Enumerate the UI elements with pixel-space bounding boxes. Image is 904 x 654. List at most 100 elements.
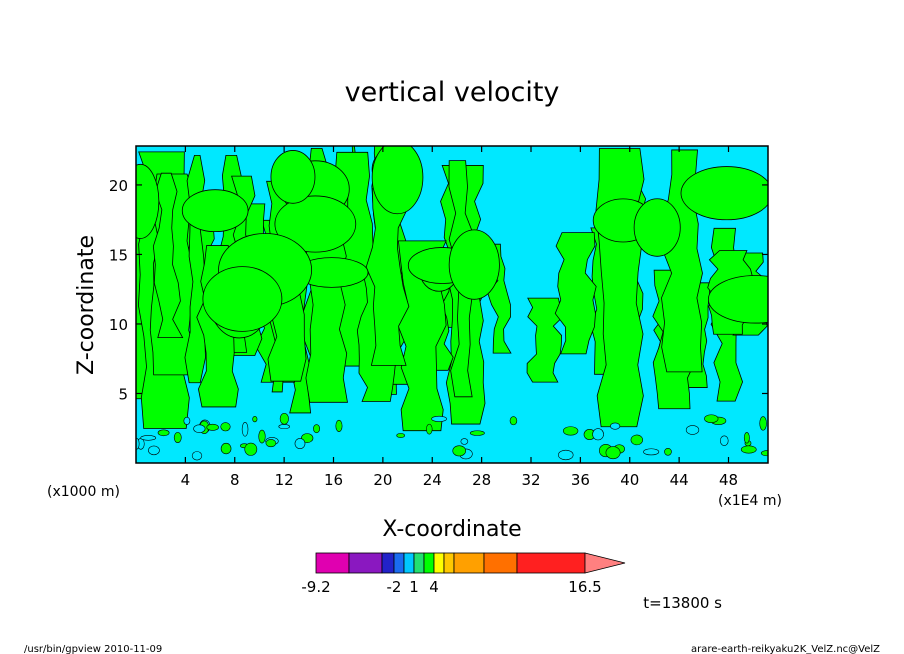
contour-cell <box>148 445 160 456</box>
x-tick-label: 20 <box>373 471 392 489</box>
footer-left: /usr/bin/gpview 2010-11-09 <box>24 644 162 654</box>
colorbar-tick-label: 1 <box>409 578 419 596</box>
contour-region <box>270 150 316 204</box>
y-tick-label: 15 <box>109 246 128 264</box>
contour-cell <box>562 426 579 436</box>
contour-region <box>633 198 681 257</box>
contour-field <box>136 146 768 463</box>
colorbar-segment <box>516 552 586 574</box>
contour-cell <box>720 435 729 446</box>
x-tick-label: 40 <box>620 471 639 489</box>
contour-cell <box>743 432 750 444</box>
time-label: t=13800 s <box>643 594 722 612</box>
colorbar-arrow <box>584 552 626 574</box>
y-unit-label: (x1000 m) <box>47 484 120 500</box>
contour-cell <box>279 412 289 425</box>
colorbar-tick-label: -9.2 <box>301 578 330 596</box>
y-tick-label: 5 <box>118 385 128 403</box>
contour-cell <box>220 442 232 455</box>
x-tick-label: 12 <box>275 471 294 489</box>
contour-region <box>202 266 283 332</box>
colorbar-segment <box>381 552 395 574</box>
x-tick-label: 16 <box>324 471 343 489</box>
contour-cell <box>140 435 157 441</box>
colorbar-tick-label: 4 <box>429 578 439 596</box>
contour-region <box>136 163 160 239</box>
y-axis-label: Z-coordinate <box>74 235 99 375</box>
colorbar-tick-label: -2 <box>387 578 402 596</box>
contour-region <box>371 146 424 215</box>
colorbar-segment <box>433 552 445 574</box>
colorbar <box>315 552 626 574</box>
footer-right: arare-earth-reikyaku2K_VelZ.nc@VelZ <box>691 644 880 654</box>
contour-cell <box>558 449 574 461</box>
contour-cell <box>740 445 757 454</box>
contour-cell <box>206 423 219 431</box>
colorbar-tick-label: 16.5 <box>568 578 601 596</box>
contour-cell <box>664 447 672 456</box>
contour-region <box>707 275 768 324</box>
contour-cell <box>704 414 719 424</box>
colorbar-segment <box>413 552 425 574</box>
colorbar-segment <box>315 552 350 574</box>
y-tick-label: 20 <box>109 177 128 195</box>
contour-region <box>680 166 768 221</box>
contour-cell <box>469 430 485 436</box>
colorbar-segment <box>403 552 415 574</box>
colorbar-segment <box>423 552 435 574</box>
contour-cell <box>193 424 206 433</box>
x-axis-label: X-coordinate <box>382 517 521 542</box>
contour-cell <box>313 424 320 434</box>
contour-cell <box>252 416 258 423</box>
colorbar-segment <box>443 552 455 574</box>
plot-frame <box>135 145 769 464</box>
contour-cell <box>173 432 182 443</box>
contour-cell <box>605 446 621 460</box>
contour-region <box>181 189 249 233</box>
colorbar-segment <box>483 552 518 574</box>
contour-cell <box>265 439 277 448</box>
contour-region <box>152 172 184 339</box>
contour-cell <box>396 433 406 438</box>
contour-cell <box>157 429 170 437</box>
x-tick-label: 32 <box>521 471 540 489</box>
contour-cell <box>630 434 643 446</box>
contour-region <box>448 229 500 300</box>
x-tick-label: 48 <box>719 471 738 489</box>
contour-cell <box>258 429 266 444</box>
y-tick-label: 10 <box>109 316 128 334</box>
contour-cell <box>294 438 306 449</box>
contour-cell <box>220 422 231 432</box>
contour-cell <box>643 448 660 456</box>
x-tick-label: 44 <box>670 471 689 489</box>
contour-cell <box>431 415 447 422</box>
x-unit-label: (x1E4 m) <box>718 493 782 509</box>
chart-title: vertical velocity <box>345 77 560 108</box>
contour-region <box>595 148 645 428</box>
contour-cell <box>685 425 700 435</box>
colorbar-segment <box>453 552 485 574</box>
y-axis-ticks: 5 10 15 20 <box>109 177 768 403</box>
contour-cell <box>335 419 343 433</box>
x-tick-label: 24 <box>423 471 442 489</box>
contour-cell <box>759 416 767 431</box>
colorbar-segment <box>348 552 383 574</box>
x-tick-label: 36 <box>571 471 590 489</box>
contour-cell <box>592 428 604 441</box>
x-tick-label: 8 <box>230 471 240 489</box>
contour-region <box>274 195 357 253</box>
contour-cell <box>610 422 621 430</box>
contour-region <box>526 297 564 383</box>
contour-cell <box>191 451 203 461</box>
x-axis-ticks: 4 8 12 16 20 24 28 32 36 40 44 48 <box>181 146 738 489</box>
contour-cell <box>241 421 249 437</box>
contour-region <box>554 232 597 355</box>
contour-cell <box>278 424 290 430</box>
contour-cell <box>426 423 433 435</box>
contour-cell <box>509 416 518 426</box>
contour-cell <box>452 445 466 457</box>
x-tick-label: 4 <box>181 471 191 489</box>
x-tick-label: 28 <box>472 471 491 489</box>
contour-cell <box>460 438 469 445</box>
